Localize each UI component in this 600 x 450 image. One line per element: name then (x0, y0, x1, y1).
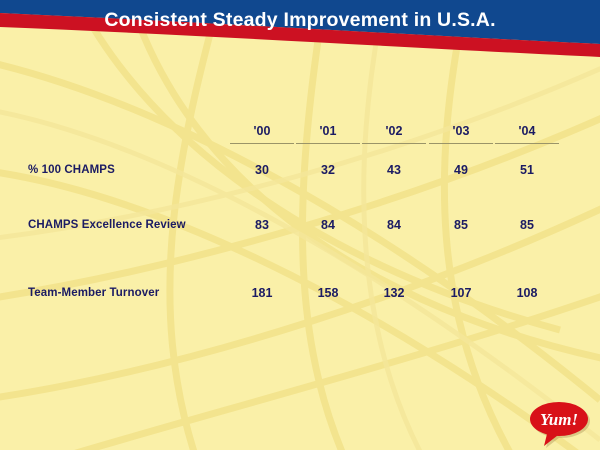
cell-r0-c3: 49 (454, 163, 468, 177)
column-header-02: '02 (385, 124, 403, 138)
row-label-champs-excellence-review: CHAMPS Excellence Review (28, 219, 186, 231)
cell-r2-c2: 132 (383, 286, 405, 300)
cell-r1-c3: 85 (454, 218, 468, 232)
column-header-01: '01 (319, 124, 337, 138)
cell-r1-c4: 85 (520, 218, 534, 232)
row-label-team-member-turnover: Team-Member Turnover (28, 287, 160, 299)
cell-r2-c0: 181 (251, 286, 273, 300)
column-rule-01 (296, 143, 360, 144)
cell-r2-c4: 108 (516, 286, 538, 300)
cell-r1-c2: 84 (387, 218, 401, 232)
column-header-03: '03 (452, 124, 470, 138)
cell-r0-c2: 43 (387, 163, 401, 177)
column-header-04: '04 (518, 124, 536, 138)
cell-r2-c1: 158 (317, 286, 339, 300)
column-rule-03 (429, 143, 493, 144)
cell-r1-c0: 83 (255, 218, 269, 232)
yum-logo: Yum! (530, 402, 590, 448)
column-header-00: '00 (253, 124, 271, 138)
column-rule-02 (362, 143, 426, 144)
row-label-champs-100: % 100 CHAMPS (28, 164, 115, 176)
cell-r0-c0: 30 (255, 163, 269, 177)
cell-r2-c3: 107 (450, 286, 472, 300)
cell-r0-c1: 32 (321, 163, 335, 177)
cell-r0-c4: 51 (520, 163, 534, 177)
column-rule-00 (230, 143, 294, 144)
column-rule-04 (495, 143, 559, 144)
logo-text: Yum! (540, 410, 578, 429)
cell-r1-c1: 84 (321, 218, 335, 232)
